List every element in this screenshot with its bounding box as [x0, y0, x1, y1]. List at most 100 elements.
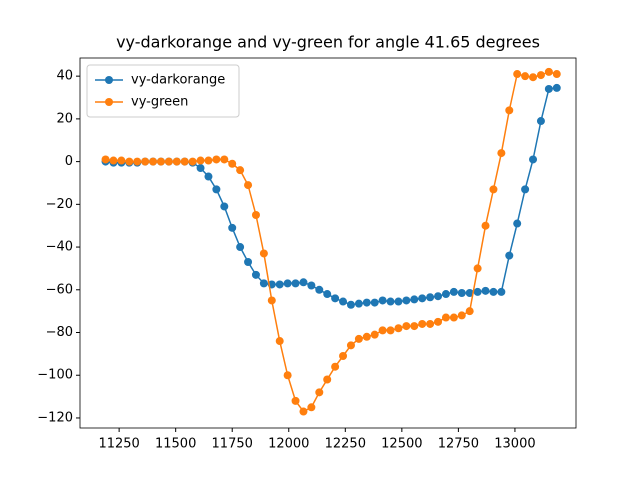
point: [378, 296, 387, 305]
point: [552, 83, 561, 92]
point: [283, 371, 292, 380]
x-tick-label: 13000: [494, 437, 535, 452]
point: [339, 297, 348, 306]
legend-label: vy-darkorange: [131, 73, 225, 88]
point: [323, 375, 332, 384]
point: [315, 388, 324, 397]
point: [188, 157, 197, 166]
point: [536, 71, 545, 80]
point: [283, 279, 292, 288]
point: [505, 251, 514, 260]
x-tick-label: 11250: [98, 437, 139, 452]
point: [521, 72, 530, 81]
point: [402, 296, 411, 305]
point: [362, 332, 371, 341]
point: [331, 294, 340, 303]
point: [513, 219, 522, 228]
point: [307, 403, 316, 412]
plot-frame: [79, 57, 577, 429]
point: [180, 157, 189, 166]
y-tick-label: −60: [46, 282, 73, 297]
point: [529, 155, 538, 164]
point: [505, 106, 514, 115]
point: [489, 185, 498, 194]
point: [465, 288, 474, 297]
point: [156, 157, 165, 166]
point: [489, 287, 498, 296]
point: [251, 270, 260, 279]
point: [212, 185, 221, 194]
point: [172, 157, 181, 166]
x-tick-label: 12250: [325, 437, 366, 452]
point: [236, 243, 245, 252]
point: [236, 166, 245, 175]
point: [426, 293, 435, 302]
point: [149, 157, 158, 166]
chart-title: vy-darkorange and vy-green for angle 41.…: [116, 33, 540, 52]
y-tick-label: 20: [56, 111, 73, 126]
point: [259, 249, 268, 258]
point: [220, 155, 229, 164]
point: [331, 362, 340, 371]
point: [109, 156, 118, 165]
point: [346, 341, 355, 350]
point: [473, 287, 482, 296]
point: [386, 297, 395, 306]
point: [370, 298, 379, 307]
point: [394, 297, 403, 306]
point: [410, 322, 419, 331]
x-tick-label: 12500: [381, 437, 422, 452]
point: [544, 67, 553, 76]
x-tick-label: 11500: [155, 437, 196, 452]
x-tick-label: 12750: [438, 437, 479, 452]
point: [339, 352, 348, 361]
x-tick-label: 12000: [268, 437, 309, 452]
legend-label: vy-green: [131, 95, 188, 110]
point: [465, 307, 474, 316]
point: [552, 70, 561, 79]
point: [513, 70, 522, 79]
point: [259, 279, 268, 288]
point: [117, 156, 126, 165]
y-tick-label: −40: [46, 240, 73, 255]
point: [315, 285, 324, 294]
point: [275, 280, 284, 289]
point: [497, 149, 506, 158]
point: [244, 258, 253, 267]
y-tick-label: 0: [65, 154, 73, 169]
point: [418, 294, 427, 303]
point: [457, 288, 466, 297]
point: [544, 84, 553, 93]
point: [402, 322, 411, 331]
point: [536, 117, 545, 126]
point: [370, 330, 379, 339]
point: [299, 407, 308, 416]
point: [291, 396, 300, 405]
point: [244, 181, 253, 190]
y-tick-label: −100: [37, 368, 73, 383]
point: [441, 290, 450, 299]
point: [133, 157, 142, 166]
y-tick-label: −120: [37, 410, 73, 425]
legend-marker: [105, 98, 113, 106]
point: [291, 279, 300, 288]
point: [394, 324, 403, 333]
point: [457, 311, 466, 320]
x-tick-label: 11750: [212, 437, 253, 452]
y-tick-label: −20: [46, 197, 73, 212]
legend-marker: [105, 76, 113, 84]
point: [212, 155, 221, 164]
point: [521, 185, 530, 194]
point: [196, 156, 205, 165]
point: [434, 292, 443, 301]
point: [228, 223, 237, 232]
point: [267, 296, 276, 305]
point: [410, 295, 419, 304]
point: [386, 326, 395, 335]
point: [125, 157, 134, 166]
point: [196, 164, 205, 173]
point: [228, 159, 237, 168]
y-tick-label: −80: [46, 325, 73, 340]
point: [354, 299, 363, 308]
point: [497, 287, 506, 296]
